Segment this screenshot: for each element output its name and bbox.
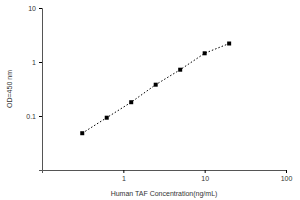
- y-tick-label: 0.1: [26, 113, 36, 120]
- x-tick-mark: [286, 170, 287, 173]
- square-marker: [227, 42, 231, 46]
- x-tick-label: 10: [201, 175, 209, 182]
- square-marker: [80, 131, 84, 135]
- plot: 1 10 100 0.1 1 10: [26, 5, 292, 182]
- x-tick: 1: [122, 170, 126, 182]
- y-tick-mark: [39, 8, 42, 9]
- x-tick: 100: [281, 170, 293, 182]
- curve: [82, 44, 229, 134]
- y-tick-mark: [39, 116, 42, 117]
- x-axis-title: Human TAF Concentration(ng/mL): [111, 190, 218, 198]
- x-tick-label: 1: [122, 175, 126, 182]
- square-marker: [154, 83, 158, 87]
- y-tick-mark: [39, 62, 42, 63]
- square-marker: [105, 116, 109, 120]
- y-tick-label: 10: [28, 5, 36, 12]
- y-axis: 0.1 1 10: [26, 5, 42, 171]
- x-tick-mark: [123, 170, 124, 173]
- y-tick: 1: [32, 59, 42, 66]
- y-tick-label: 1: [32, 59, 36, 66]
- chart: 1 10 100 0.1 1 10 Human TAF Concentration(ng/m…: [0, 0, 300, 200]
- square-marker: [178, 68, 182, 72]
- x-tick-mark: [205, 170, 206, 173]
- x-axis-line: [43, 171, 287, 174]
- y-tick: 10: [28, 5, 42, 12]
- series: [80, 42, 231, 136]
- square-marker: [203, 51, 207, 55]
- x-axis: 1 10 100: [43, 170, 293, 182]
- x-tick-label: 100: [281, 175, 293, 182]
- y-tick: 0.1: [26, 113, 42, 120]
- y-axis-title: OD=450 nm: [6, 70, 13, 108]
- square-marker: [129, 100, 133, 104]
- y-axis-line: [39, 9, 43, 171]
- x-tick: 10: [201, 170, 209, 182]
